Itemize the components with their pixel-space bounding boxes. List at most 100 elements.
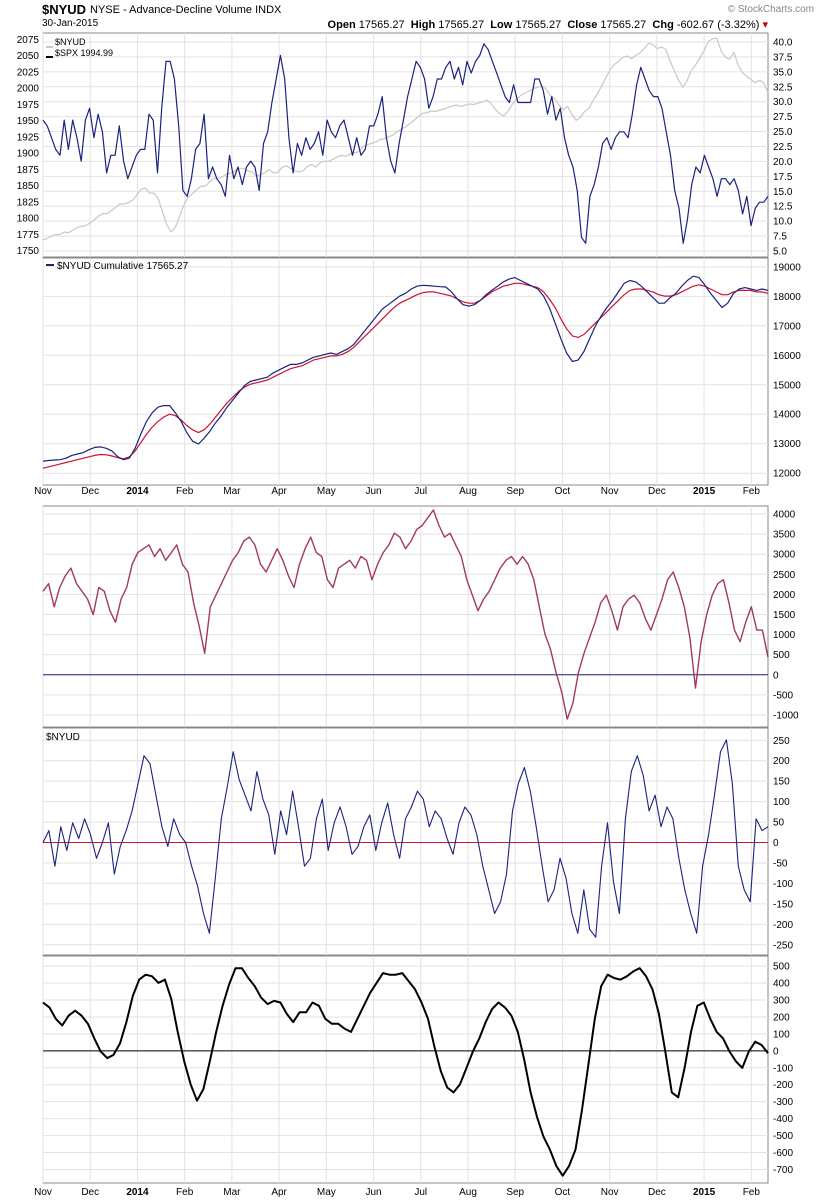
- y-tick-label: 35.0: [773, 67, 793, 78]
- x-tick-label: Apr: [271, 1187, 287, 1198]
- y-left-tick-label: 2050: [17, 51, 40, 62]
- y-tick-label: 3000: [773, 550, 796, 561]
- y-tick-label: 40.0: [773, 37, 793, 48]
- chart-panel-1[interactable]: 5.0 7.5 10.0 12.5 15.0 17.5 20.0 22.5 25.0 27.5 30…: [17, 32, 793, 258]
- y-tick-label: 25.0: [773, 127, 793, 138]
- symbol-title: $NYUD: [42, 2, 87, 17]
- y-tick-label: 100: [773, 1029, 790, 1040]
- x-tick-label: Feb: [176, 486, 194, 497]
- cumulative-series-line: [42, 275, 769, 462]
- y-tick-label: 0: [773, 1046, 779, 1057]
- panel-frame: [42, 32, 769, 258]
- x-tick-label: 2014: [126, 1187, 149, 1198]
- quote-date: 30-Jan-2015: [42, 18, 99, 29]
- x-tick-label: Feb: [743, 486, 761, 497]
- chart-panel-2[interactable]: 12000 13000 14000 15000 16000 17000 18000 19000…: [42, 257, 801, 486]
- x-tick-label: Dec: [81, 486, 99, 497]
- y-left-tick-label: 1775: [17, 230, 40, 241]
- y-left-tick-label: 1750: [17, 246, 40, 257]
- y-tick-label: 13000: [773, 439, 801, 450]
- y-tick-label: 1500: [773, 610, 796, 621]
- y-tick-label: 1000: [773, 630, 796, 641]
- symbol-exchange: INDX: [255, 4, 282, 16]
- x-tick-label: Feb: [743, 1187, 761, 1198]
- chart-header: $NYUD NYSE - Advance-Decline Volume INDX…: [0, 0, 820, 34]
- y-tick-label: 17000: [773, 321, 801, 332]
- close-value: 17565.27: [600, 19, 647, 31]
- y-tick-label: -200: [773, 1080, 793, 1091]
- y-left-tick-label: 1825: [17, 197, 40, 208]
- y-tick-label: 15000: [773, 380, 801, 391]
- x-tick-label: Jul: [414, 1187, 427, 1198]
- x-tick-label: Aug: [459, 1187, 477, 1198]
- y-left-tick-label: 1850: [17, 181, 40, 192]
- y-tick-label: 500: [773, 962, 790, 973]
- y-left-tick-label: 1925: [17, 132, 40, 143]
- y-tick-label: -100: [773, 1063, 793, 1074]
- y-tick-label: 5.0: [773, 247, 787, 258]
- legend-label-nyud: $NYUD: [55, 37, 86, 47]
- x-tick-label: May: [317, 486, 336, 497]
- signal-series-line: [42, 282, 769, 469]
- x-tick-label: 2015: [693, 486, 716, 497]
- y-tick-label: 7.5: [773, 232, 787, 243]
- change-label: Chg: [652, 19, 674, 31]
- y-tick-label: 0: [773, 838, 779, 849]
- low-label: Low: [490, 19, 513, 31]
- x-tick-label: Nov: [601, 486, 619, 497]
- x-tick-label: Oct: [555, 1187, 571, 1198]
- y-tick-label: 400: [773, 979, 790, 990]
- x-tick-label: Jul: [414, 486, 427, 497]
- panel-frame: [42, 955, 769, 1184]
- brand-watermark[interactable]: © StockCharts.com: [727, 4, 814, 15]
- x-tick-label: Mar: [223, 1187, 241, 1198]
- y-tick-label: 14000: [773, 410, 801, 421]
- y-left-tick-label: 1950: [17, 116, 40, 127]
- y-tick-label: 0: [773, 670, 779, 681]
- chart-panel-4[interactable]: -250 -200 -150 -100 -50 0 50 100 150 200 250 $NYUD: [42, 727, 793, 956]
- nyud-series-line: [42, 43, 769, 244]
- y-tick-label: 20.0: [773, 157, 793, 168]
- y-left-tick-label: 1875: [17, 165, 40, 176]
- y-tick-label: 150: [773, 777, 790, 788]
- y-tick-label: 200: [773, 756, 790, 767]
- legend-label-spx: $SPX 1994.99: [55, 48, 113, 58]
- y-tick-label: -1000: [773, 710, 799, 721]
- y-left-tick-label: 1900: [17, 149, 40, 160]
- x-tick-label: Sep: [506, 1187, 524, 1198]
- y-tick-label: 12000: [773, 469, 801, 480]
- high-value: 17565.27: [438, 19, 485, 31]
- chart-panel-5[interactable]: -700 -600 -500 -400 -300 -200 -100 0 100 200 300 40…: [42, 955, 793, 1184]
- y-tick-label: 30.0: [773, 97, 793, 108]
- x-tick-label: May: [317, 1187, 336, 1198]
- y-tick-label: -50: [773, 858, 788, 869]
- chart-panel-3[interactable]: -1000 -500 0 500 1000 1500 2000 2500 3000 3500 400…: [42, 505, 799, 728]
- x-tick-label: Dec: [648, 1187, 666, 1198]
- x-tick-label: Nov: [34, 486, 52, 497]
- x-tick-label: Oct: [555, 486, 571, 497]
- y-tick-label: 10.0: [773, 217, 793, 228]
- y-tick-label: 500: [773, 650, 790, 661]
- y-left-tick-label: 2000: [17, 84, 40, 95]
- x-tick-label: Nov: [34, 1187, 52, 1198]
- y-tick-label: 50: [773, 818, 785, 829]
- y-tick-label: -500: [773, 690, 793, 701]
- x-tick-label: Feb: [176, 1187, 194, 1198]
- x-tick-label: 2014: [126, 486, 149, 497]
- y-tick-label: -600: [773, 1148, 793, 1159]
- panel-frame: [42, 727, 769, 956]
- y-tick-label: -150: [773, 899, 793, 910]
- close-label: Close: [567, 19, 598, 31]
- y-left-tick-label: 1800: [17, 214, 40, 225]
- y-tick-label: -500: [773, 1131, 793, 1142]
- panel-frame: [42, 505, 769, 728]
- y-tick-label: 2500: [773, 570, 796, 581]
- y-tick-label: -700: [773, 1165, 793, 1176]
- y-tick-label: -300: [773, 1097, 793, 1108]
- y-tick-label: 2000: [773, 590, 796, 601]
- y-tick-label: 12.5: [773, 202, 793, 213]
- y-tick-label: -250: [773, 940, 793, 951]
- x-tick-label: Dec: [81, 1187, 99, 1198]
- symbol-name: NYSE - Advance-Decline Volume: [90, 4, 253, 16]
